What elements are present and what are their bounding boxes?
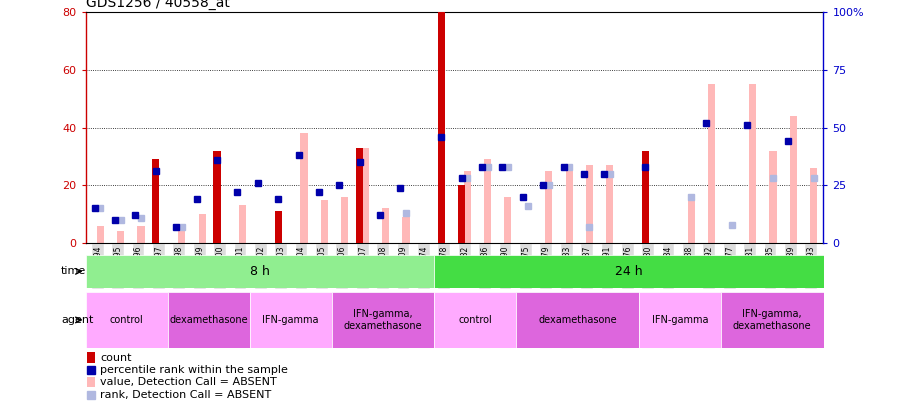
- Bar: [721, 292, 824, 348]
- Text: percentile rank within the sample: percentile rank within the sample: [100, 365, 288, 375]
- Bar: [770, 151, 777, 243]
- Bar: [810, 168, 817, 243]
- Bar: [117, 232, 124, 243]
- Bar: [87, 377, 95, 387]
- Bar: [382, 208, 389, 243]
- Bar: [545, 171, 553, 243]
- Text: control: control: [110, 315, 143, 325]
- Bar: [565, 171, 572, 243]
- Bar: [642, 151, 649, 243]
- Text: agent: agent: [61, 315, 94, 325]
- Bar: [178, 232, 185, 243]
- Bar: [607, 165, 614, 243]
- Text: count: count: [100, 353, 131, 363]
- Bar: [96, 226, 104, 243]
- Bar: [86, 255, 434, 288]
- Bar: [274, 211, 282, 243]
- Text: GDS1256 / 40558_at: GDS1256 / 40558_at: [86, 0, 230, 10]
- Text: control: control: [458, 315, 492, 325]
- Bar: [402, 217, 410, 243]
- Bar: [790, 116, 796, 243]
- Bar: [434, 292, 516, 348]
- Bar: [484, 159, 491, 243]
- Bar: [688, 194, 695, 243]
- Text: dexamethasone: dexamethasone: [538, 315, 616, 325]
- Bar: [749, 84, 756, 243]
- Bar: [199, 214, 206, 243]
- Bar: [167, 292, 249, 348]
- Bar: [249, 292, 331, 348]
- Text: value, Detection Call = ABSENT: value, Detection Call = ABSENT: [100, 377, 277, 388]
- Bar: [331, 292, 434, 348]
- Bar: [639, 292, 721, 348]
- Bar: [152, 159, 159, 243]
- Bar: [86, 292, 167, 348]
- Bar: [356, 148, 364, 243]
- Bar: [586, 165, 593, 243]
- Bar: [321, 200, 328, 243]
- Bar: [138, 226, 145, 243]
- Bar: [362, 148, 369, 243]
- Bar: [458, 185, 465, 243]
- Bar: [87, 352, 95, 363]
- Text: IFN-gamma,
dexamethasone: IFN-gamma, dexamethasone: [344, 309, 422, 331]
- Text: IFN-gamma,
dexamethasone: IFN-gamma, dexamethasone: [733, 309, 812, 331]
- Bar: [239, 205, 247, 243]
- Text: 24 h: 24 h: [615, 265, 643, 278]
- Bar: [464, 171, 471, 243]
- Bar: [437, 12, 445, 243]
- Bar: [708, 84, 716, 243]
- Bar: [516, 292, 639, 348]
- Text: 8 h: 8 h: [250, 265, 270, 278]
- Bar: [504, 197, 511, 243]
- Bar: [434, 255, 824, 288]
- Text: IFN-gamma: IFN-gamma: [262, 315, 319, 325]
- Text: time: time: [61, 266, 86, 276]
- Text: rank, Detection Call = ABSENT: rank, Detection Call = ABSENT: [100, 390, 272, 400]
- Text: IFN-gamma: IFN-gamma: [652, 315, 708, 325]
- Bar: [341, 197, 348, 243]
- Text: dexamethasone: dexamethasone: [169, 315, 248, 325]
- Bar: [213, 151, 220, 243]
- Bar: [301, 133, 308, 243]
